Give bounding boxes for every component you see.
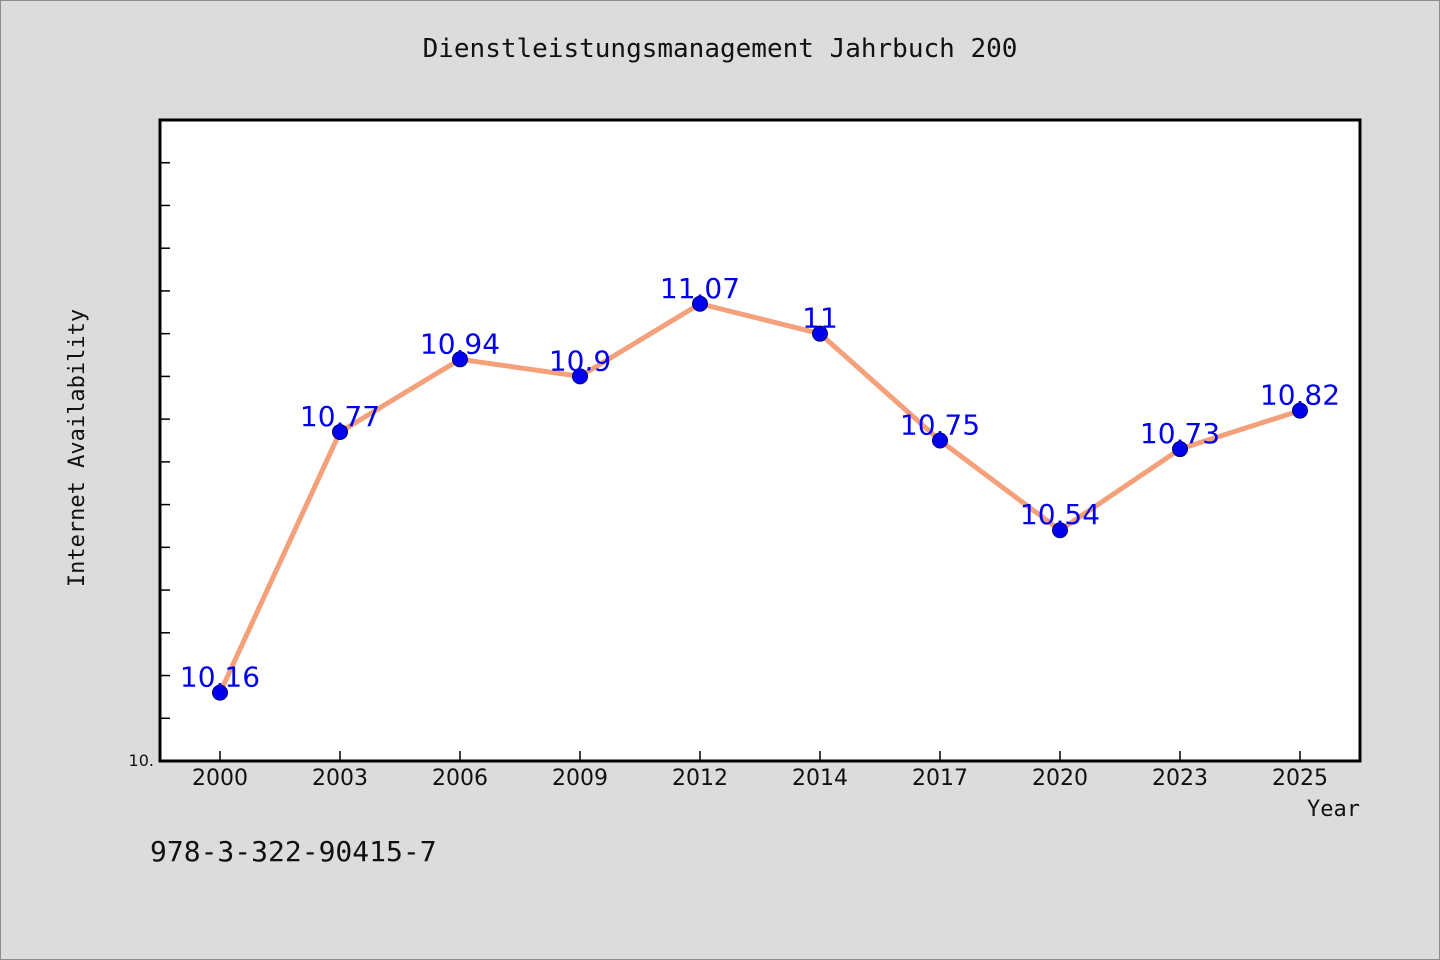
x-axis-ticks: 2000 2003 2006 2009 2012 2014 2017 2020 2023 2025	[192, 751, 1328, 791]
data-points	[212, 295, 1308, 701]
isbn-text: 978-3-322-90415-7	[150, 835, 437, 868]
x-tick-label: 2009	[552, 766, 608, 791]
data-label: 10.73	[1140, 417, 1220, 450]
x-tick-label: 2012	[672, 766, 728, 791]
x-tick-label: 2020	[1032, 766, 1088, 791]
data-point	[692, 295, 708, 312]
data-point	[1052, 522, 1068, 539]
data-point	[332, 423, 348, 440]
y-tick-label: 10.	[129, 751, 154, 770]
data-point	[452, 351, 468, 368]
y-axis-ticks	[160, 161, 170, 720]
series-line	[217, 301, 1301, 694]
x-tick-label: 2003	[312, 766, 368, 791]
x-tick-label: 2006	[432, 766, 488, 791]
data-point	[1292, 402, 1308, 419]
data-point	[572, 368, 588, 385]
x-tick-label: 2025	[1272, 766, 1328, 791]
data-label: 10.82	[1260, 379, 1340, 412]
data-label: 10.54	[1020, 498, 1100, 531]
chart-title: Dienstleistungsmanagement Jahrbuch 200	[422, 34, 1018, 64]
x-tick-label: 2023	[1152, 766, 1208, 791]
x-tick-label: 2000	[192, 766, 248, 791]
data-point	[1172, 441, 1188, 458]
data-point	[812, 325, 828, 342]
y-axis-label: Internet Availability	[65, 309, 90, 587]
x-axis-label: Year	[1307, 797, 1360, 822]
data-label: 11.07	[660, 272, 740, 305]
plot-area	[158, 118, 1362, 763]
data-label: 11	[802, 302, 838, 335]
data-label: 10.77	[300, 400, 380, 433]
data-label: 10.94	[420, 327, 500, 360]
data-labels: 10.16 10.77 10.94 10.9 11.07 11 10.75 10.54 10.7…	[180, 272, 1340, 694]
data-label: 10.9	[549, 344, 611, 377]
data-label: 10.75	[900, 409, 980, 442]
x-tick-label: 2017	[912, 766, 968, 791]
x-tick-label: 2014	[792, 766, 848, 791]
data-label: 10.16	[180, 661, 260, 694]
data-point	[212, 684, 228, 701]
data-point	[932, 432, 948, 449]
